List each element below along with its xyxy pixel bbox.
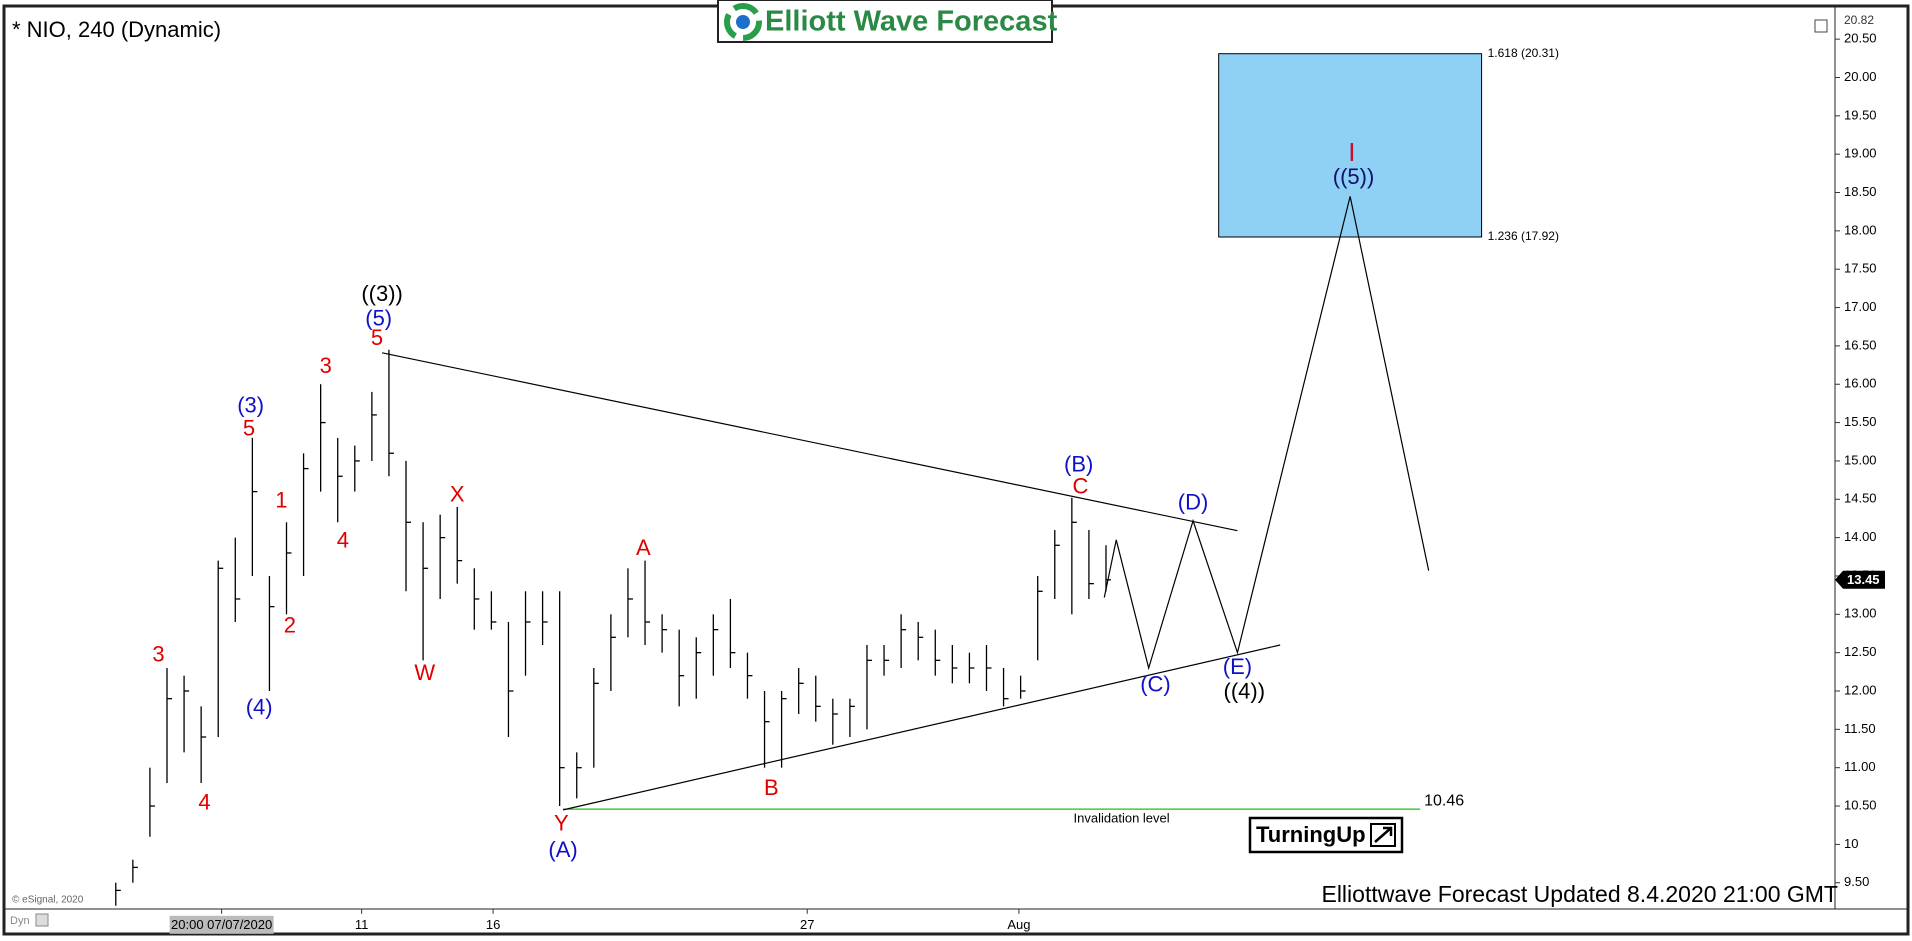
y-tick-label: 19.00 — [1844, 146, 1877, 161]
trendline — [381, 352, 1238, 532]
y-tick-label: 12.50 — [1844, 644, 1877, 659]
badge-arrow — [1374, 826, 1393, 843]
wave-label: 5 — [371, 325, 383, 350]
wave-label: ((5)) — [1333, 164, 1375, 189]
y-tick-label: 12.00 — [1844, 682, 1877, 697]
wave-label: (A) — [548, 837, 577, 862]
x-tick-label-bg — [169, 915, 274, 934]
window-icon — [1814, 19, 1828, 33]
wave-label: (4) — [246, 694, 273, 719]
y-tick-label: 15.00 — [1844, 452, 1877, 467]
wave-label: 4 — [198, 790, 210, 815]
wave-label: (D) — [1178, 490, 1209, 515]
mode-label: Dyn — [10, 915, 30, 927]
logo-box — [717, 0, 1053, 43]
y-tick-label: 10.50 — [1844, 797, 1877, 812]
y-tick-label: 17.00 — [1844, 299, 1877, 314]
logo-icon-core — [736, 15, 750, 29]
wave-label: (3) — [237, 392, 264, 417]
target-zone — [1218, 53, 1483, 238]
x-tick-label: 27 — [800, 917, 814, 932]
x-tick-label: 20:00 07/07/2020 — [171, 917, 272, 932]
y-tick-label: 20.00 — [1844, 69, 1877, 84]
last-price-tag — [1835, 570, 1885, 589]
badge-text: TurningUp — [1256, 822, 1366, 847]
wave-label: I — [1348, 137, 1355, 167]
y-tick-label: 13.00 — [1844, 606, 1877, 621]
wave-label: 4 — [337, 527, 349, 552]
wave-label: ((3)) — [361, 281, 403, 306]
wave-label: 5 — [243, 415, 255, 440]
logo: Elliott Wave Forecast — [717, 0, 1058, 43]
wave-label: 3 — [152, 642, 164, 667]
wave-label: X — [450, 481, 465, 506]
wave-label: A — [636, 535, 651, 560]
y-tick-label: 18.00 — [1844, 222, 1877, 237]
logo-text: Elliott Wave Forecast — [765, 6, 1058, 38]
trendline — [562, 644, 1281, 811]
y-tick-label: 11.00 — [1844, 759, 1876, 774]
y-axis-top-label: 20.82 — [1844, 13, 1874, 27]
y-tick-label: 15.50 — [1844, 414, 1877, 429]
wave-label: Y — [554, 810, 569, 835]
y-tick-label: 11.50 — [1844, 721, 1876, 736]
y-tick-label: 16.00 — [1844, 376, 1877, 391]
y-tick-label: 17.50 — [1844, 261, 1877, 276]
credit: © eSignal, 2020 — [12, 895, 84, 906]
footer: Elliottwave Forecast Updated 8.4.2020 21… — [1321, 881, 1838, 907]
y-tick-label: 18.50 — [1844, 184, 1877, 199]
x-tick-label: 11 — [355, 917, 369, 932]
y-tick-label: 14.50 — [1844, 491, 1877, 506]
y-tick-label: 9.50 — [1844, 874, 1869, 889]
x-tick-label: 16 — [486, 917, 500, 932]
invalidation-label: Invalidation level — [1074, 811, 1170, 826]
projection-path — [1103, 196, 1430, 671]
wave-label: B — [764, 775, 779, 800]
y-tick-label: 14.00 — [1844, 529, 1877, 544]
invalidation-value: 10.46 — [1424, 792, 1464, 809]
y-tick-label: 19.50 — [1844, 107, 1877, 122]
wave-label: (B) — [1064, 451, 1093, 476]
y-tick-label: 20.50 — [1844, 31, 1877, 46]
last-price-label: 13.45 — [1847, 572, 1880, 587]
wave-label: C — [1072, 474, 1088, 499]
wave-label: (E) — [1223, 654, 1252, 679]
wave-label: 1 — [275, 487, 287, 512]
mode-icon — [35, 913, 49, 927]
target-bottom-label: 1.236 (17.92) — [1488, 229, 1559, 243]
badge-icon-box — [1370, 823, 1396, 847]
wave-label: 2 — [284, 612, 296, 637]
wave-label: ((4)) — [1224, 678, 1266, 703]
wave-label: (5) — [365, 306, 392, 331]
chart-title: * NIO, 240 (Dynamic) — [12, 17, 221, 42]
logo-icon — [724, 3, 762, 41]
turning-up-badge: TurningUp — [1248, 816, 1404, 854]
target-top-label: 1.618 (20.31) — [1488, 46, 1559, 60]
x-tick-label: Aug — [1007, 917, 1030, 932]
wave-label: W — [414, 660, 435, 685]
y-tick-label: 16.50 — [1844, 337, 1877, 352]
wave-label: 3 — [320, 353, 332, 378]
y-tick-label: 10 — [1844, 836, 1858, 851]
wave-label: (C) — [1140, 671, 1171, 696]
